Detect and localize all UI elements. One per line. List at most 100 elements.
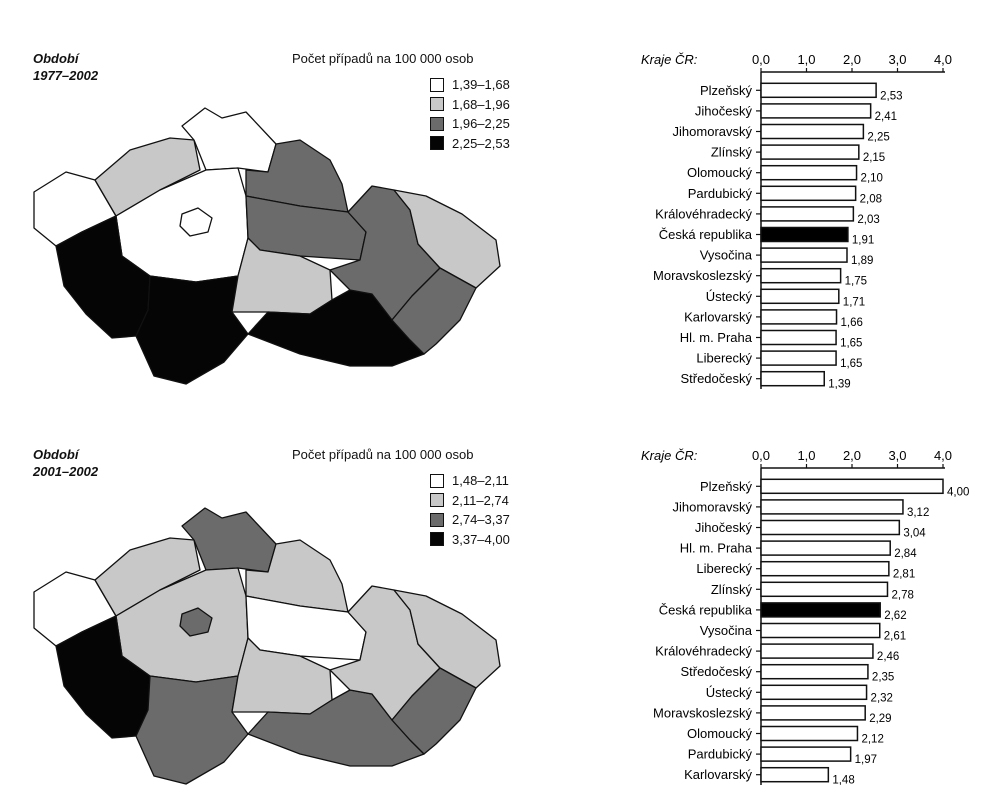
value-label: 2,10 (861, 173, 883, 185)
bar (760, 725, 859, 742)
legend-label: 2,74–3,37 (452, 512, 510, 528)
region-moravskoslezsky (393, 189, 501, 289)
legend-swatch (430, 532, 444, 547)
value-label: 2,25 (867, 132, 889, 144)
category-labels: Plzeňský Jihočeský Jihomoravský Zlínský Olom… (653, 83, 753, 386)
value-label: 2,32 (871, 692, 893, 704)
legend-label: 3,37–4,00 (452, 531, 510, 547)
category-label: Liberecký (696, 351, 752, 366)
bar (760, 602, 881, 618)
value-label: 1,39 (828, 379, 850, 391)
value-label: 2,81 (893, 569, 915, 581)
bar (760, 309, 838, 325)
value-label: 1,65 (840, 358, 862, 370)
legend-label: 2,25–2,53 (452, 135, 510, 151)
region-praha (179, 207, 213, 237)
region-jihocesky (135, 675, 249, 785)
category-labels: Plzeňský Jihomoravský Jihočeský Hl. m. Prah… (653, 479, 753, 782)
bar (760, 540, 891, 556)
region-map (33, 107, 501, 385)
bar (760, 350, 837, 366)
value-label: 2,41 (875, 111, 897, 123)
map-panel-2001-2002: Období 2001–2002 Počet případů na 100 00… (0, 400, 560, 800)
legend-swatch (430, 493, 444, 508)
value-label: 1,91 (852, 235, 874, 247)
category-label: Zlínský (711, 582, 753, 597)
bar (760, 226, 849, 243)
value-label: 2,62 (884, 610, 906, 622)
value-label: 2,12 (861, 734, 883, 746)
bar (760, 766, 830, 783)
category-label: Česká republika (659, 227, 753, 242)
period-label-text: Období (33, 447, 79, 462)
value-label: 2,15 (863, 152, 885, 164)
category-label: Hl. m. Praha (680, 541, 753, 556)
legend-item: 2,25–2,53 (430, 134, 510, 154)
bar (760, 144, 860, 160)
period-label-text: Období (33, 51, 79, 66)
legend-label: 1,96–2,25 (452, 116, 510, 132)
category-label: Pardubický (688, 747, 753, 762)
category-label: Plzeňský (700, 83, 753, 98)
bar-chart-2001-2002: Kraje ČR: 0,0 1,0 2,0 3,0 4,0 Plzeňský Ji… (560, 436, 987, 796)
legend-item: 1,48–2,11 (430, 471, 510, 491)
map-panel-1977-2002: Období 1977–2002 Počet případů na 100 00… (0, 0, 560, 400)
legend-item: 2,74–3,37 (430, 510, 510, 530)
category-label: Středočeský (680, 371, 752, 386)
bar-chart-svg: Kraje ČR: 0,0 1,0 2,0 3,0 4,0 Plzeňský Ji… (641, 52, 952, 391)
category-label: Jihočeský (695, 103, 753, 118)
category-label: Olomoucký (687, 726, 753, 741)
region-zlinsky (391, 667, 477, 755)
legend-label: 1,48–2,11 (452, 473, 509, 489)
legend-swatch (430, 473, 444, 488)
legend-label: 2,11–2,74 (452, 492, 509, 508)
region-zlinsky (391, 267, 477, 355)
bar (760, 643, 874, 659)
category-label: Moravskoslezský (653, 268, 752, 283)
category-label: Plzeňský (700, 479, 753, 494)
period-years: 2001–2002 (33, 464, 99, 479)
value-label: 2,53 (880, 90, 902, 102)
region-moravskoslezsky (393, 589, 501, 689)
value-labels: 4,00 3,12 3,04 2,84 2,81 2,78 2,62 2,61 2,46 2,35… (832, 486, 969, 786)
bar (760, 123, 865, 140)
value-label: 1,97 (855, 754, 877, 766)
value-label: 3,04 (903, 528, 926, 540)
region-vysocina (231, 637, 333, 715)
bar (760, 103, 872, 119)
value-label: 4,00 (947, 486, 969, 498)
bar (760, 519, 901, 536)
category-label: Vysočina (700, 623, 753, 638)
bar (760, 663, 869, 680)
category-label: Olomoucký (687, 165, 753, 180)
tick-label: 4,0 (934, 52, 952, 67)
bar-chart-svg: Kraje ČR: 0,0 1,0 2,0 3,0 4,0 Plzeňský Ji… (641, 448, 969, 787)
legend-item: 1,96–2,25 (430, 114, 510, 134)
axis-title: Kraje ČR: (641, 52, 698, 67)
value-label: 2,78 (891, 589, 913, 601)
category-label: Moravskoslezský (653, 705, 752, 720)
category-label: Česká republika (659, 602, 753, 617)
tick-label: 3,0 (888, 52, 906, 67)
category-label: Královéhradecký (655, 644, 752, 659)
bar (760, 705, 866, 721)
category-label: Karlovarský (684, 767, 752, 782)
bars (760, 478, 944, 783)
category-label: Hl. m. Praha (680, 330, 753, 345)
bar (760, 622, 881, 639)
category-label: Karlovarský (684, 309, 752, 324)
bar-chart-1977-2002: Kraje ČR: 0,0 1,0 2,0 3,0 4,0 Plzeňský Ji… (560, 40, 987, 400)
value-label: 1,65 (840, 338, 862, 350)
bar (760, 267, 842, 284)
bar (760, 82, 877, 99)
legend-label: 1,39–1,68 (452, 77, 510, 93)
legend-item: 3,37–4,00 (430, 530, 510, 550)
legend-swatch (430, 512, 444, 527)
bar (760, 288, 840, 305)
period-years: 1977–2002 (33, 68, 99, 83)
bar (760, 206, 855, 222)
region-vysocina (231, 237, 333, 315)
region-kralovehradecky (245, 539, 349, 613)
category-label: Jihomoravský (673, 499, 753, 514)
category-label: Vysočina (700, 248, 753, 263)
